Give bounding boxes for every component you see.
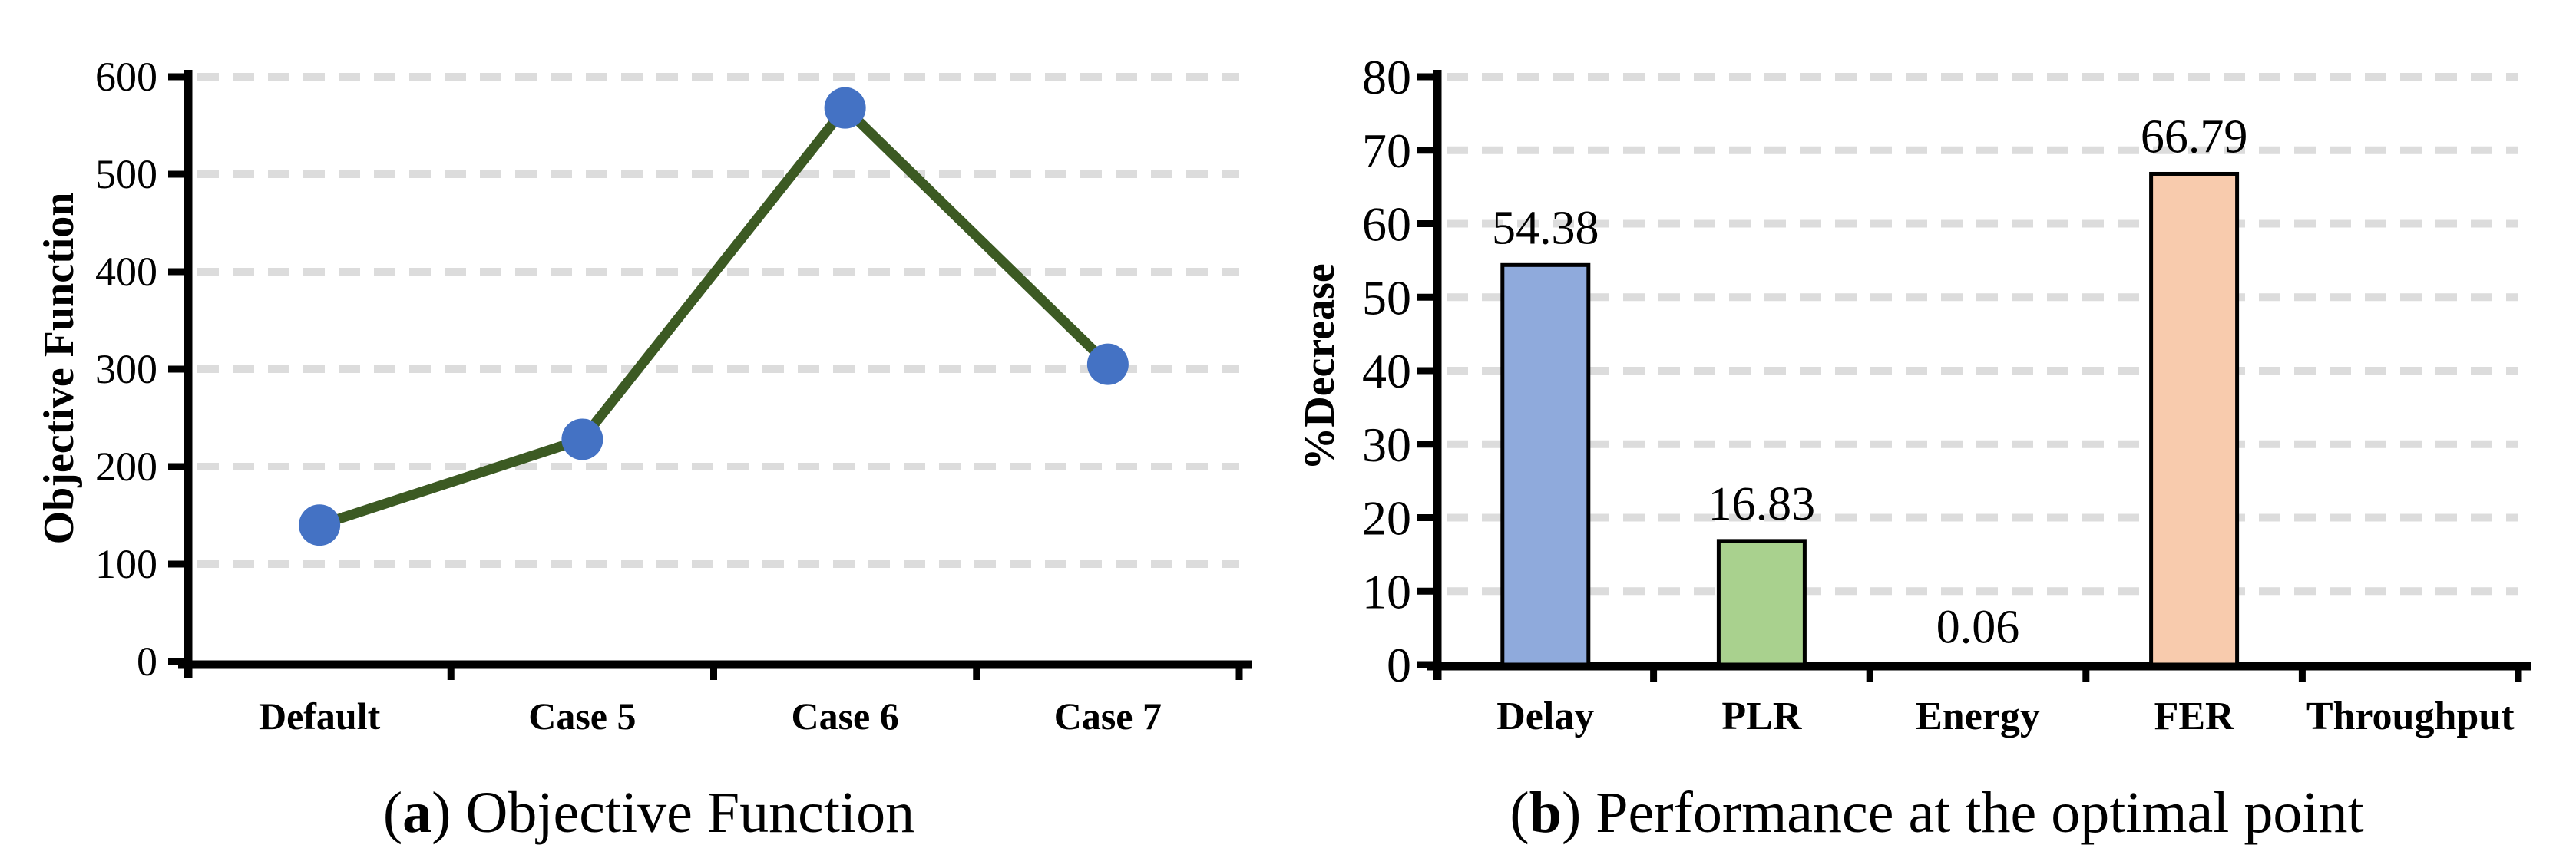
y-tick-label: 10 <box>1362 564 1411 619</box>
y-tick-label: 0 <box>1387 638 1411 692</box>
caption-b: (b) Performance at the optimal point <box>1298 758 2576 867</box>
y-tick-label: 400 <box>95 249 157 295</box>
caption-a-close-paren: ) <box>432 780 451 845</box>
y-tick-label: 20 <box>1362 491 1411 546</box>
y-tick-label: 500 <box>95 151 157 197</box>
data-point-marker <box>561 418 603 460</box>
x-tick-label: Case 5 <box>528 695 636 738</box>
x-tick-label: Case 7 <box>1054 695 1162 738</box>
bar-plr <box>1716 539 1807 667</box>
y-tick-label: 40 <box>1362 344 1411 398</box>
x-tick-label: PLR <box>1721 695 1802 738</box>
y-tick-label: 0 <box>137 639 157 685</box>
data-point-marker <box>824 87 866 129</box>
data-label-delay: 54.38 <box>1492 202 1599 254</box>
bar-fer <box>2149 171 2240 667</box>
data-point-marker <box>1086 343 1129 385</box>
y-tick-label: 100 <box>95 541 157 587</box>
y-tick-label: 70 <box>1362 124 1411 178</box>
caption-b-letter: b <box>1529 780 1562 845</box>
caption-a-letter: a <box>402 780 432 845</box>
y-tick-label: 80 <box>1362 50 1411 104</box>
y-tick-label: 600 <box>95 54 157 100</box>
caption-a-open-paren: ( <box>382 780 403 845</box>
y-tick-label: 30 <box>1362 417 1411 472</box>
bar-delay <box>1500 262 1591 667</box>
y-axis-title: Objective Function <box>35 193 83 545</box>
y-tick-label: 50 <box>1362 270 1411 325</box>
caption-b-text: Performance at the optimal point <box>1581 780 2364 845</box>
x-tick-label: Case 6 <box>791 695 898 738</box>
caption-a-text: Objective Function <box>451 780 915 845</box>
y-axis-title: %Decrease <box>1305 263 1344 470</box>
caption-b-close-paren: ) <box>1561 780 1582 845</box>
data-label-plr: 16.83 <box>1708 478 1816 530</box>
y-tick-label: 60 <box>1362 197 1411 252</box>
data-label-fer: 66.79 <box>2141 111 2248 163</box>
y-tick-label: 200 <box>95 444 157 490</box>
y-tick-label: 300 <box>95 346 157 392</box>
data-label-energy: 0.06 <box>1936 601 2020 653</box>
line-chart-objective-function: 0 100 200 300 400 500 600 Default Case 5 Case 6 Ca… <box>35 54 1252 738</box>
caption-b-open-paren: ( <box>1510 780 1529 845</box>
data-point-marker <box>299 504 341 546</box>
x-tick-label: Energy <box>1916 695 2040 738</box>
x-tick-label: Default <box>259 695 381 738</box>
bar-chart-performance-optimal-point: 0 10 20 30 40 50 60 70 80 Delay PLR Energy FER Throug… <box>1305 50 2531 738</box>
series-line <box>314 103 1113 530</box>
caption-a: (a) Objective Function <box>0 758 1298 867</box>
x-tick-label: FER <box>2154 695 2235 738</box>
x-tick-label: Throughput <box>2306 695 2515 738</box>
x-tick-label: Delay <box>1496 695 1594 738</box>
